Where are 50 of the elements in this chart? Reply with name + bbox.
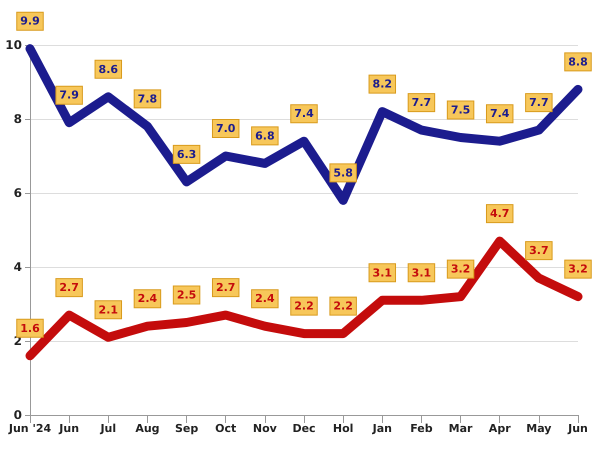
data-label: 6.3 [176, 148, 196, 161]
x-tick-label: Jun '24 [8, 422, 52, 435]
data-label: 1.6 [20, 322, 40, 335]
data-label: 2.2 [294, 300, 314, 313]
x-tick-label: Dec [292, 422, 316, 435]
data-label: 5.8 [333, 166, 353, 180]
y-tick-label: 0 [14, 408, 22, 422]
data-label: 2.4 [255, 292, 275, 306]
data-label: 7.4 [294, 107, 314, 120]
data-label: 9.9 [20, 14, 40, 28]
x-tick-label: Jul [99, 422, 116, 435]
data-label: 7.7 [412, 96, 432, 110]
data-label: 3.1 [412, 266, 432, 280]
x-tick-label: Jun [567, 422, 588, 435]
x-tick-label: Apr [488, 422, 512, 435]
x-tick-label: Mar [448, 422, 474, 435]
y-tick-label: 6 [14, 186, 22, 200]
x-tick-label: Hol [332, 422, 354, 435]
data-label: 2.1 [98, 303, 118, 316]
data-label: 3.2 [450, 262, 470, 276]
data-label: 2.4 [138, 292, 158, 306]
data-label: 2.5 [176, 288, 196, 302]
data-label: 8.8 [568, 55, 588, 68]
data-label: 3.7 [529, 244, 549, 258]
x-tick-label: Jan [372, 422, 392, 435]
data-label: 6.8 [255, 129, 275, 142]
data-label: 2.7 [59, 281, 79, 294]
x-tick-label: May [526, 422, 552, 435]
data-label: 2.2 [333, 300, 353, 313]
data-label: 7.8 [138, 92, 158, 106]
x-tick-label: Oct [215, 422, 236, 435]
x-tick-label: Aug [135, 422, 160, 435]
data-label: 2.7 [216, 281, 236, 294]
data-label: 7.4 [490, 107, 510, 120]
data-label: 8.2 [372, 78, 392, 91]
x-tick-label: Jun [58, 422, 80, 435]
data-label: 7.9 [59, 88, 79, 102]
data-label: 3.2 [568, 262, 588, 276]
y-tick-label: 10 [5, 38, 22, 52]
x-tick-label: Feb [410, 422, 433, 435]
y-tick-label: 8 [14, 112, 22, 126]
data-label: 8.6 [98, 62, 118, 76]
x-tick-label: Sep [174, 422, 198, 435]
x-tick-label: Nov [252, 422, 278, 435]
data-label: 4.7 [490, 207, 510, 220]
data-label: 7.0 [216, 122, 236, 135]
y-tick-label: 4 [14, 260, 22, 274]
data-label: 3.1 [372, 266, 392, 280]
data-label: 7.7 [529, 96, 549, 110]
data-label: 7.5 [450, 104, 470, 116]
